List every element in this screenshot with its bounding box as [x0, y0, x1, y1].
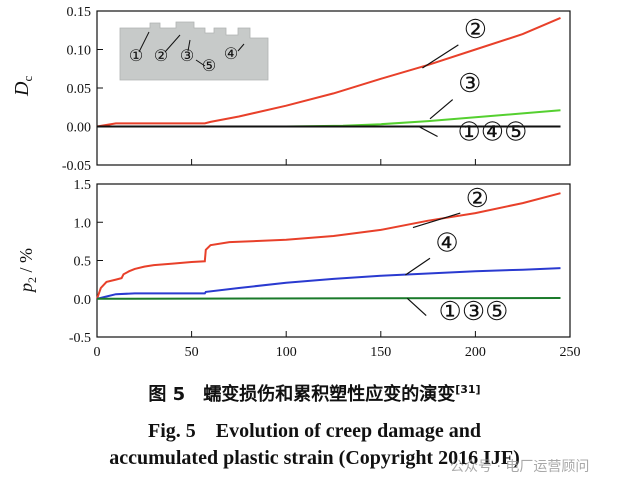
inset-label-4: ④	[224, 46, 238, 63]
strain-series-2	[96, 192, 561, 300]
damage-ytick-label: 0.00	[67, 121, 92, 136]
inset-label-2: ②	[154, 48, 168, 65]
damage-leader-line	[429, 99, 454, 120]
strain-ytick-label: -0.5	[69, 331, 91, 346]
damage-annotation-2: ①④⑤	[457, 117, 527, 146]
inset-label-group: ① ② ③ ④ ⑤	[129, 46, 238, 75]
caption-english-line2: accumulated plastic strain (Copyright 20…	[109, 447, 520, 469]
caption-chinese: 图 5 蠕变损伤和累积塑性应变的演变[31]	[0, 380, 629, 406]
strain-xtick-label: 50	[185, 345, 199, 360]
strain-ytick-label: 0.5	[74, 255, 92, 270]
inset-schematic: ① ② ③ ④ ⑤	[119, 21, 269, 81]
strain-xtick-label: 0	[94, 345, 101, 360]
damage-ytick-label: 0.15	[67, 5, 92, 20]
inset-label-1: ①	[129, 48, 143, 65]
strain-xtick-label: 200	[465, 345, 486, 360]
strain-leader-line	[405, 257, 431, 276]
inset-label-3: ③	[180, 48, 194, 65]
damage-annotation-0: ②	[464, 15, 487, 44]
strain-ytick-label: 1.5	[74, 178, 92, 193]
strain-series-1-3-5	[96, 297, 561, 300]
inset-leader-1	[138, 31, 150, 53]
caption-chinese-text: 图 5 蠕变损伤和累积塑性应变的演变	[148, 384, 456, 405]
inset-leader-5	[195, 59, 206, 67]
strain-ytick-label: 1.0	[74, 216, 92, 231]
strain-ylabel: p2 / %	[16, 248, 39, 294]
strain-ytick-label: 0.0	[74, 293, 92, 308]
inset-leader-4	[237, 43, 245, 52]
strain-leader-line	[406, 297, 427, 317]
strain-xtick-label: 100	[276, 345, 297, 360]
inset-body	[119, 21, 269, 81]
strain-xtick-label: 250	[560, 345, 581, 360]
damage-ytick-label: -0.05	[62, 159, 91, 174]
inset-label-5: ⑤	[202, 58, 216, 75]
strain-xtick-label: 150	[370, 345, 391, 360]
damage-series-2	[96, 16, 561, 128]
damage-annotation-1: ③	[458, 69, 481, 98]
strain-annotation-0: ②	[466, 184, 489, 213]
strain-annotation-2: ①③⑤	[439, 297, 509, 326]
caption-chinese-ref: [31]	[455, 383, 481, 396]
damage-leader-line	[418, 125, 438, 138]
strain-annotation-1: ④	[435, 228, 458, 257]
caption-english-line1: Fig. 5 Evolution of creep damage and	[148, 420, 481, 442]
damage-ylabel: Dc	[11, 76, 35, 97]
strain-series-4	[96, 267, 561, 300]
inset-leader-2	[164, 34, 181, 53]
watermark: 公众号 · 电厂运营顾问	[450, 459, 590, 475]
strain-leader-line	[412, 212, 461, 229]
damage-ytick-label: 0.10	[67, 44, 92, 59]
strain-panel: -0.5 0.0 0.5 1.0 1.5 0 50 100 150 200 250 ②④ ①③⑤ p2…	[16, 178, 581, 360]
damage-ytick-label: 0.05	[67, 82, 92, 97]
damage-leader-line	[422, 44, 459, 69]
inset-leader-3	[187, 39, 191, 52]
